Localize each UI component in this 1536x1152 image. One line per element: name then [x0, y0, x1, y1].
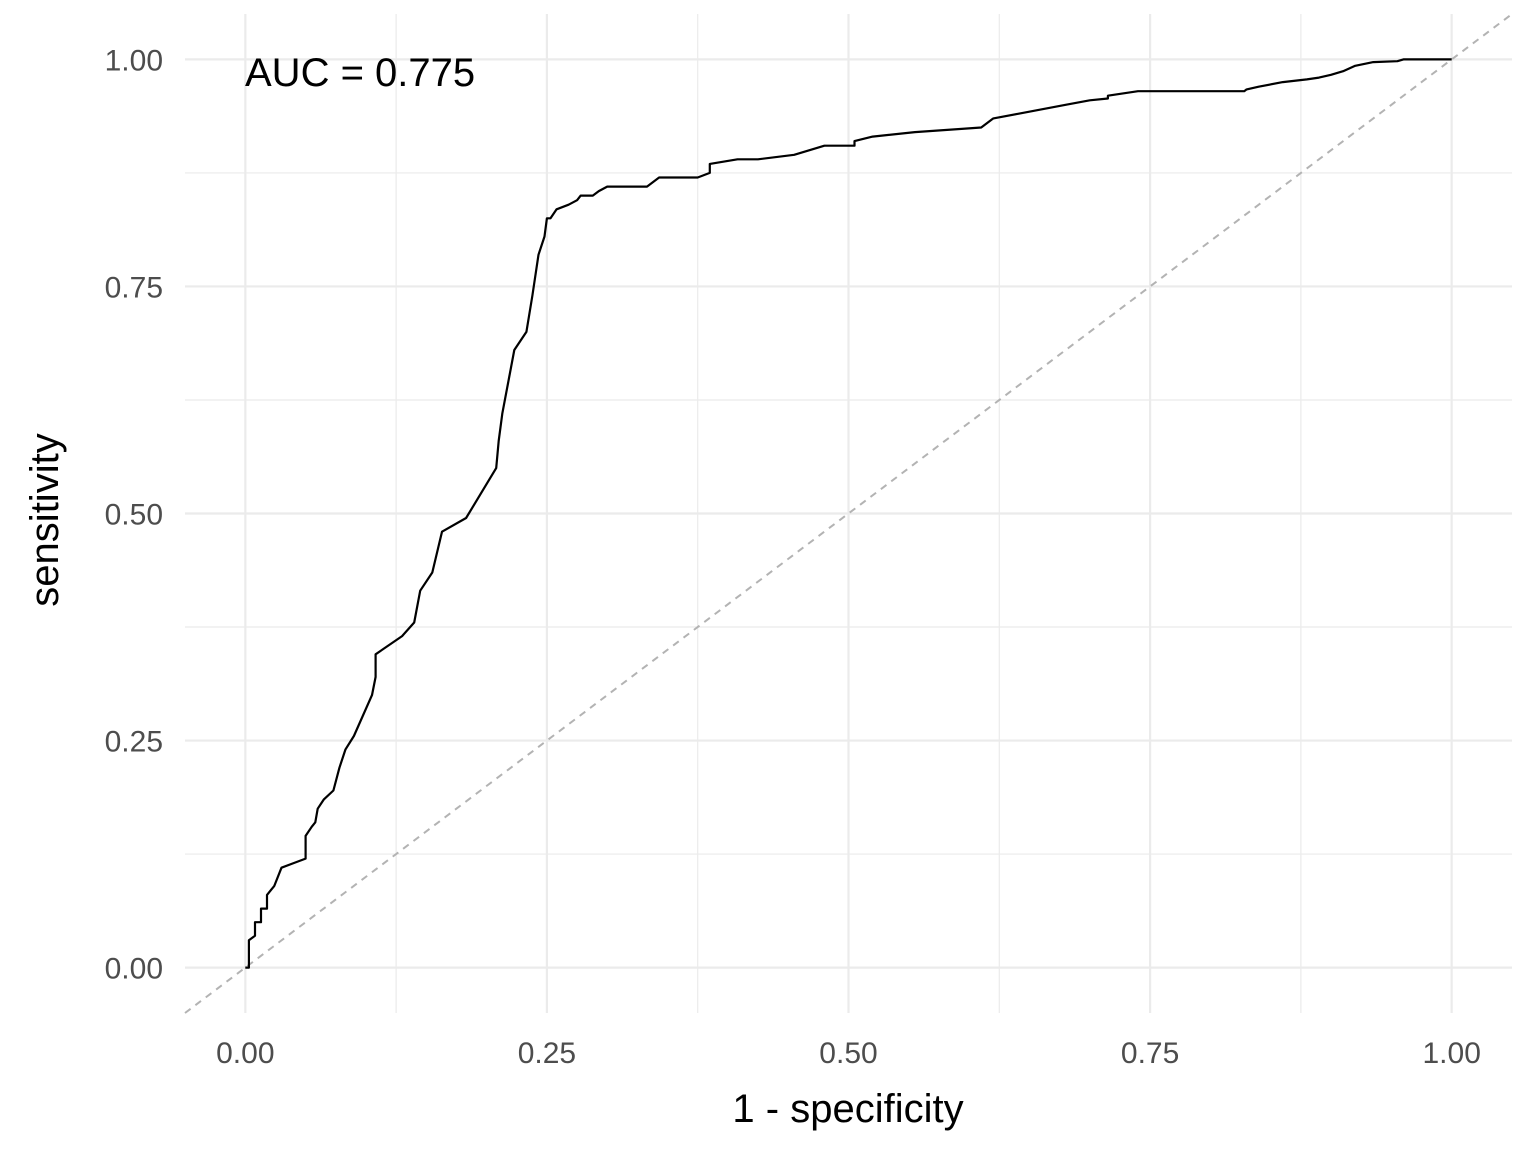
x-tick-label: 0.75 — [1121, 1037, 1179, 1070]
roc-curve-group — [245, 58, 1452, 969]
y-tick-label: 0.50 — [105, 499, 163, 532]
x-tick-label: 0.00 — [216, 1037, 274, 1070]
roc-curve — [245, 58, 1452, 969]
y-tick-labels: 0.00 0.25 0.50 0.75 1.00 — [105, 44, 163, 985]
x-tick-label: 0.25 — [518, 1037, 576, 1070]
y-tick-label: 0.00 — [105, 953, 163, 986]
reference-line — [184, 13, 1513, 1014]
x-axis-title: 1 - specificity — [732, 1087, 963, 1131]
x-tick-label: 1.00 — [1422, 1037, 1480, 1070]
y-axis-title: sensitivity — [23, 433, 67, 606]
reference-diagonal — [184, 13, 1513, 1014]
auc-annotation: AUC = 0.775 — [245, 51, 475, 95]
x-tick-label: 0.50 — [819, 1037, 877, 1070]
grid — [185, 14, 1512, 1013]
y-tick-label: 0.75 — [105, 271, 163, 304]
x-tick-labels: 0.00 0.25 0.50 0.75 1.00 — [216, 1037, 1481, 1070]
y-tick-label: 0.25 — [105, 726, 163, 759]
y-tick-label: 1.00 — [105, 44, 163, 77]
